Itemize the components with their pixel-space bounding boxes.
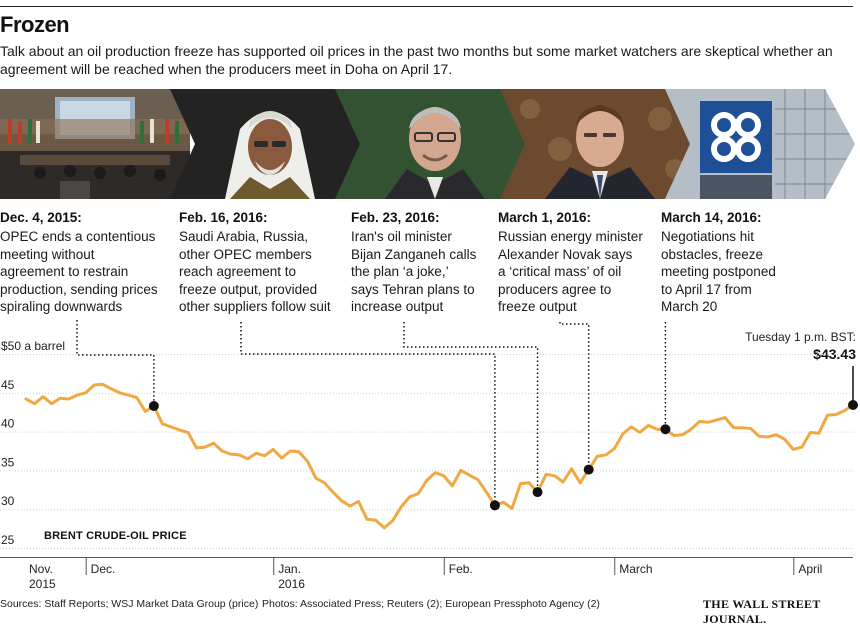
y-tick-label: 30	[1, 494, 15, 508]
event-date-mar14: March 14, 2016:	[661, 210, 762, 225]
event-text-feb16: Saudi Arabia, Russia, other OPEC members r…	[179, 229, 331, 314]
event-marker	[848, 399, 858, 410]
latest-price-time: Tuesday 1 p.m. BST:	[745, 330, 856, 344]
y-tick-label: $50 a barrel	[1, 339, 65, 353]
opec-logo-photo	[665, 89, 855, 199]
event-marker	[532, 487, 543, 498]
x-tick-sublabel: 2016	[278, 577, 305, 591]
footer-sources: Sources: Staff Reports; WSJ Market Data …	[0, 598, 259, 610]
page-title: Frozen	[0, 12, 70, 37]
brent-price-chart: 25 30 35 40 45 $50 a barrel Nov.2015 Dec. Jan.2…	[0, 320, 858, 591]
footer-photo-credits: Photos: Associated Press; Reuters (2); E…	[262, 598, 600, 610]
x-tick-label: March	[619, 562, 652, 576]
page-subtitle: Talk about an oil production freeze has …	[0, 43, 833, 77]
event-marker	[148, 400, 159, 411]
event-marker	[583, 464, 594, 475]
publisher-logo: THE WALL STREET JOURNAL.	[703, 597, 821, 626]
top-rule	[0, 6, 853, 7]
event-text-mar14: Negotiations hit obstacles, freeze meeting…	[661, 229, 776, 314]
event-leader-line	[559, 322, 590, 470]
event-marker	[660, 424, 671, 435]
photo-strip	[0, 89, 855, 199]
x-tick-label: Feb.	[449, 562, 473, 576]
event-text-mar1: Russian energy minister Alexander Novak s…	[498, 229, 643, 314]
russia-minister-photo	[500, 89, 700, 199]
event-date-feb16: Feb. 16, 2016:	[179, 210, 268, 225]
event-date-feb23: Feb. 23, 2016:	[351, 210, 440, 225]
price-line	[24, 382, 855, 530]
x-tick-label: Jan.	[278, 562, 301, 576]
event-leader-line	[403, 322, 539, 493]
event-text-dec4: OPEC ends a contentious meeting without ag…	[0, 229, 158, 314]
event-date-dec4: Dec. 4, 2015:	[0, 210, 82, 225]
x-tick-label: April	[798, 562, 822, 576]
event-marker	[489, 500, 500, 511]
y-tick-label: 35	[1, 455, 15, 469]
x-tick-label: Nov.	[29, 562, 53, 576]
y-tick-label: 25	[1, 533, 15, 547]
iran-minister-photo	[335, 89, 535, 199]
event-date-mar1: March 1, 2016:	[498, 210, 592, 225]
event-text-feb23: Iran's oil minister Bijan Zanganeh calls t…	[351, 229, 477, 314]
y-tick-label: 40	[1, 417, 15, 431]
x-tick-sublabel: 2015	[29, 577, 56, 591]
event-leader-line	[240, 322, 496, 506]
event-leader-line	[76, 320, 155, 406]
y-tick-label: 45	[1, 378, 15, 392]
opec-meeting-hall-photo	[0, 89, 190, 199]
x-tick-label: Dec.	[91, 562, 116, 576]
saudi-minister-photo	[170, 89, 370, 199]
series-label: BRENT CRUDE-OIL PRICE	[44, 530, 187, 542]
